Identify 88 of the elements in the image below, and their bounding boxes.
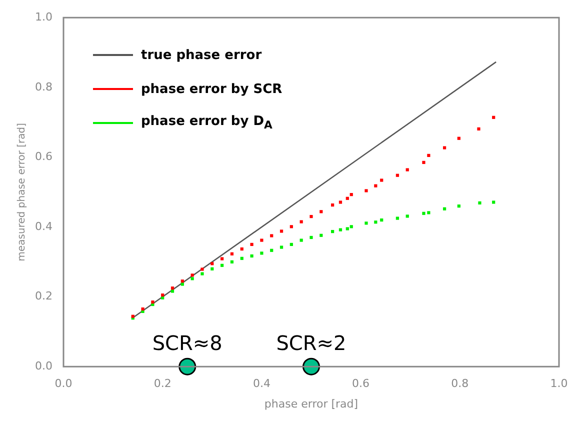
- point: [374, 184, 378, 188]
- point: [302, 358, 320, 376]
- point: [477, 127, 480, 130]
- point: [190, 277, 194, 280]
- point: [338, 200, 342, 204]
- point: [427, 154, 430, 158]
- point: [170, 290, 174, 293]
- point: [178, 358, 196, 376]
- point: [240, 256, 244, 260]
- point: [300, 220, 303, 224]
- point: [374, 220, 378, 224]
- y-tick-label: 0.4: [34, 220, 52, 233]
- point: [270, 234, 274, 238]
- point: [346, 227, 349, 230]
- legend-label: phase error by SCR: [141, 82, 282, 96]
- point: [280, 246, 284, 249]
- legend-label: true phase error: [141, 48, 262, 62]
- point: [422, 212, 426, 215]
- point: [406, 214, 409, 218]
- point: [364, 189, 368, 192]
- point: [380, 218, 384, 222]
- point: [290, 242, 293, 246]
- point: [180, 280, 184, 283]
- point: [396, 216, 400, 220]
- point: [170, 286, 174, 290]
- point: [457, 136, 460, 140]
- point: [210, 262, 214, 266]
- point: [338, 228, 342, 232]
- point: [422, 160, 426, 164]
- point: [331, 203, 334, 207]
- point: [200, 272, 204, 276]
- point: [442, 207, 446, 210]
- point: [230, 260, 234, 264]
- y-tick-label: 0.0: [34, 359, 52, 372]
- point: [350, 192, 353, 196]
- point: [478, 201, 482, 204]
- point: [442, 146, 446, 150]
- y-tick-label: 0.2: [34, 290, 52, 303]
- point: [220, 264, 224, 267]
- x-tick-label: 0.2: [154, 377, 172, 390]
- point: [161, 294, 164, 297]
- x-axis-title: phase error [rad]: [264, 397, 358, 410]
- point: [280, 230, 284, 233]
- point: [320, 210, 323, 214]
- point: [151, 300, 154, 304]
- point: [161, 296, 164, 300]
- point: [270, 248, 274, 252]
- point: [492, 116, 496, 119]
- point: [310, 236, 313, 240]
- point: [190, 274, 194, 277]
- point: [331, 230, 334, 234]
- point: [320, 234, 323, 237]
- point: [310, 214, 313, 218]
- point: [180, 282, 184, 286]
- annotation: SCR≈8: [152, 330, 222, 355]
- annotation: SCR≈2: [276, 330, 346, 355]
- x-tick-label: 0.4: [252, 377, 270, 390]
- y-axis-title: measured phase error [rad]: [16, 122, 28, 262]
- point: [406, 168, 409, 172]
- point: [290, 225, 293, 228]
- point: [240, 247, 244, 251]
- point: [260, 252, 264, 255]
- y-tick-label: 1.0: [34, 10, 52, 24]
- point: [346, 196, 349, 200]
- legend-label: phase error by D$_{A}$: [141, 114, 272, 132]
- point: [427, 211, 430, 214]
- y-tick-label: 0.8: [34, 80, 52, 94]
- point: [350, 225, 353, 228]
- point: [260, 238, 264, 242]
- point: [380, 178, 384, 182]
- x-tick-label: 1.0: [550, 377, 568, 390]
- point: [300, 238, 303, 242]
- point: [250, 242, 254, 246]
- point: [250, 254, 254, 258]
- point: [364, 222, 368, 225]
- x-tick-label: 0.6: [352, 377, 370, 390]
- y-tick-label: 0.6: [34, 150, 52, 164]
- point: [230, 252, 234, 256]
- point: [141, 307, 144, 311]
- point: [396, 174, 400, 177]
- x-tick-label: 0.8: [451, 377, 469, 390]
- point: [200, 268, 204, 271]
- x-tick-label: 0.0: [54, 377, 72, 390]
- point: [220, 257, 224, 260]
- point: [210, 267, 214, 270]
- point: [141, 310, 144, 314]
- point: [492, 200, 496, 204]
- point: [457, 204, 460, 208]
